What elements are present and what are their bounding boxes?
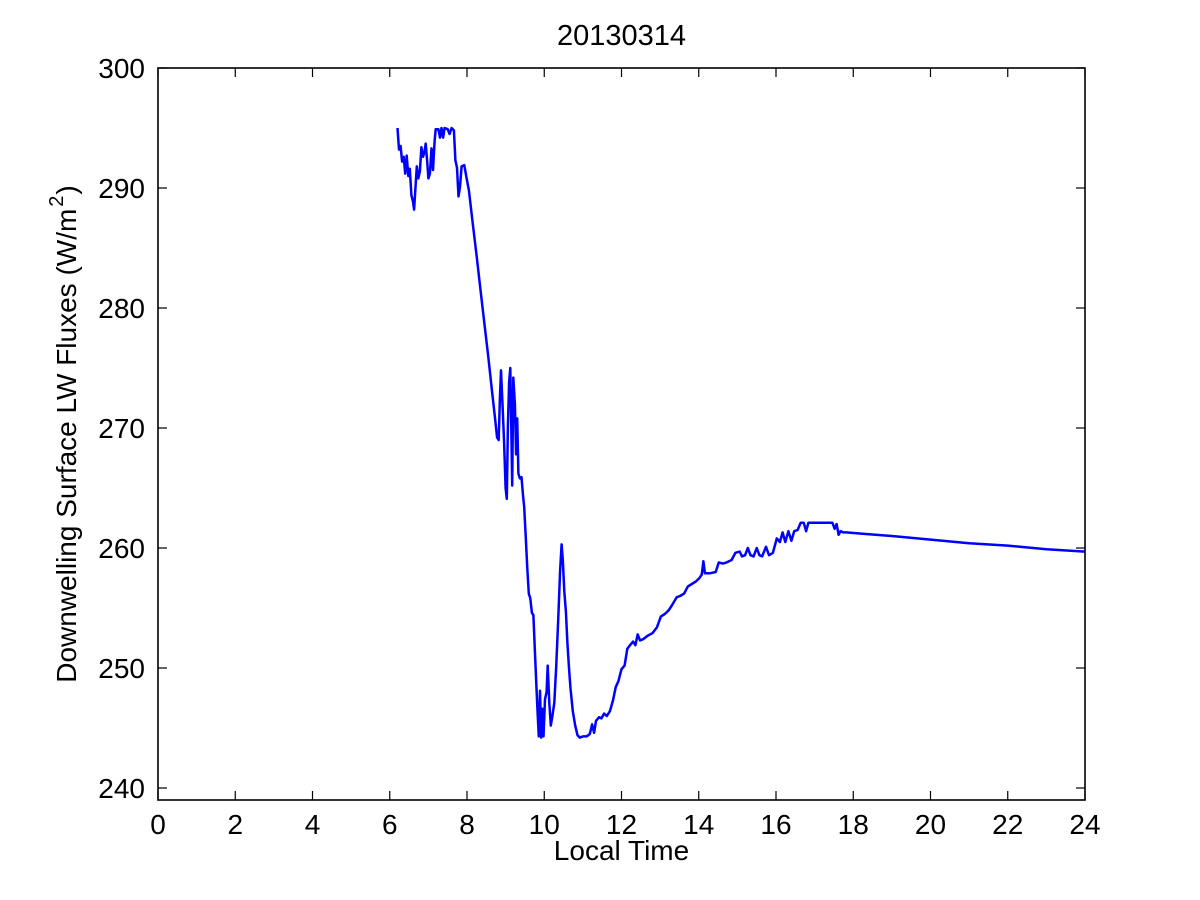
y-tick-label: 290 <box>98 173 145 204</box>
x-tick-label: 14 <box>683 809 714 840</box>
series-layer <box>396 126 1086 739</box>
y-axis-label-exponent: 2 <box>46 196 68 207</box>
x-axis-label: Local Time <box>554 835 689 866</box>
x-tick-label: 10 <box>529 809 560 840</box>
x-tick-label: 6 <box>382 809 398 840</box>
x-tick-label: 2 <box>227 809 243 840</box>
y-tick-label: 280 <box>98 293 145 324</box>
x-tick-label: 0 <box>150 809 166 840</box>
x-tick-label: 22 <box>992 809 1023 840</box>
plot-box <box>157 67 1086 801</box>
y-tick-label: 300 <box>98 53 145 84</box>
y-tick-label: 250 <box>98 653 145 684</box>
x-tick-label: 18 <box>838 809 869 840</box>
x-tick-label: 4 <box>305 809 321 840</box>
y-axis-label-close-paren: ) <box>51 185 82 194</box>
x-tick-label: 24 <box>1069 809 1100 840</box>
y-axis-label-text: Downwelling Surface LW Fluxes (W/m <box>51 209 82 683</box>
x-tick-label: 20 <box>915 809 946 840</box>
x-tick-label: 8 <box>459 809 475 840</box>
y-tick-label: 240 <box>98 773 145 804</box>
chart-title: 20130314 <box>557 20 686 52</box>
y-tick-label: 270 <box>98 413 145 444</box>
y-tick-label: 260 <box>98 533 145 564</box>
x-tick-label: 12 <box>606 809 637 840</box>
axes-layer: 0 2 4 6 8 10 12 14 16 18 20 22 242402502602702802903… <box>98 53 1100 840</box>
series-line-downwelling-lw-flux <box>396 126 1086 739</box>
x-tick-label: 16 <box>760 809 791 840</box>
y-axis-label: Downwelling Surface LW Fluxes (W/m 2) <box>46 185 82 683</box>
